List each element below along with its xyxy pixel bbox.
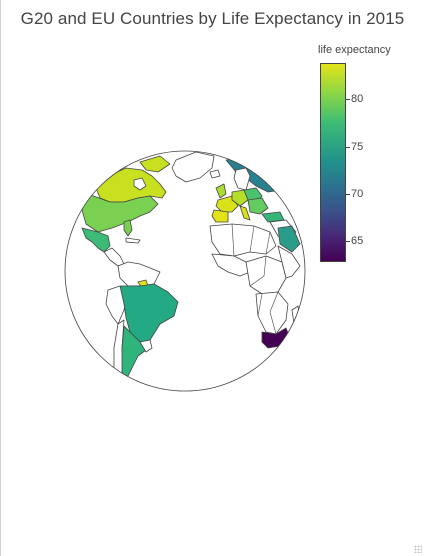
colorbar-tick-70: 70: [345, 188, 364, 200]
central-america: [103, 247, 125, 267]
country-cuba: [125, 237, 141, 244]
hudson-bay: [133, 177, 147, 191]
country-iceland: [209, 169, 221, 179]
country-italy[interactable]: [239, 205, 251, 221]
colorbar-tick-65: 65: [345, 235, 364, 247]
chart-title: G20 and EU Countries by Life Expectancy …: [20, 9, 405, 28]
country-greenland: [171, 151, 215, 183]
country-united-states[interactable]: [81, 193, 159, 233]
colorbar-title: life expectancy: [318, 44, 391, 56]
colorbar-tick-75: 75: [345, 141, 364, 153]
country-united-states-florida: [123, 219, 133, 237]
country-brazil[interactable]: [119, 283, 179, 343]
country-germany[interactable]: [231, 189, 249, 207]
country-spain[interactable]: [211, 209, 229, 223]
resize-grip-icon[interactable]: [414, 545, 422, 553]
globe-outline: [64, 150, 306, 392]
frame-border: [0, 0, 1, 556]
country-canada[interactable]: [95, 167, 167, 203]
africa-borders: [231, 223, 279, 335]
country-mexico[interactable]: [81, 227, 111, 253]
north-africa: [209, 223, 277, 257]
northern-south-america: [117, 261, 161, 287]
colorbar: [320, 63, 346, 262]
country-saudi-arabia[interactable]: [277, 225, 301, 253]
country-scandinavia: [233, 167, 251, 191]
country-uruguay: [139, 339, 153, 353]
east-africa: [277, 245, 301, 279]
west-africa: [211, 253, 251, 277]
country-argentina[interactable]: [121, 325, 147, 381]
country-eastern-europe: [247, 197, 269, 215]
southern-africa: [255, 291, 289, 335]
country-united-kingdom[interactable]: [215, 183, 227, 199]
colorbar-tick-80: 80: [345, 93, 364, 105]
central-africa: [245, 255, 287, 295]
country-canada-arctic: [139, 155, 171, 173]
